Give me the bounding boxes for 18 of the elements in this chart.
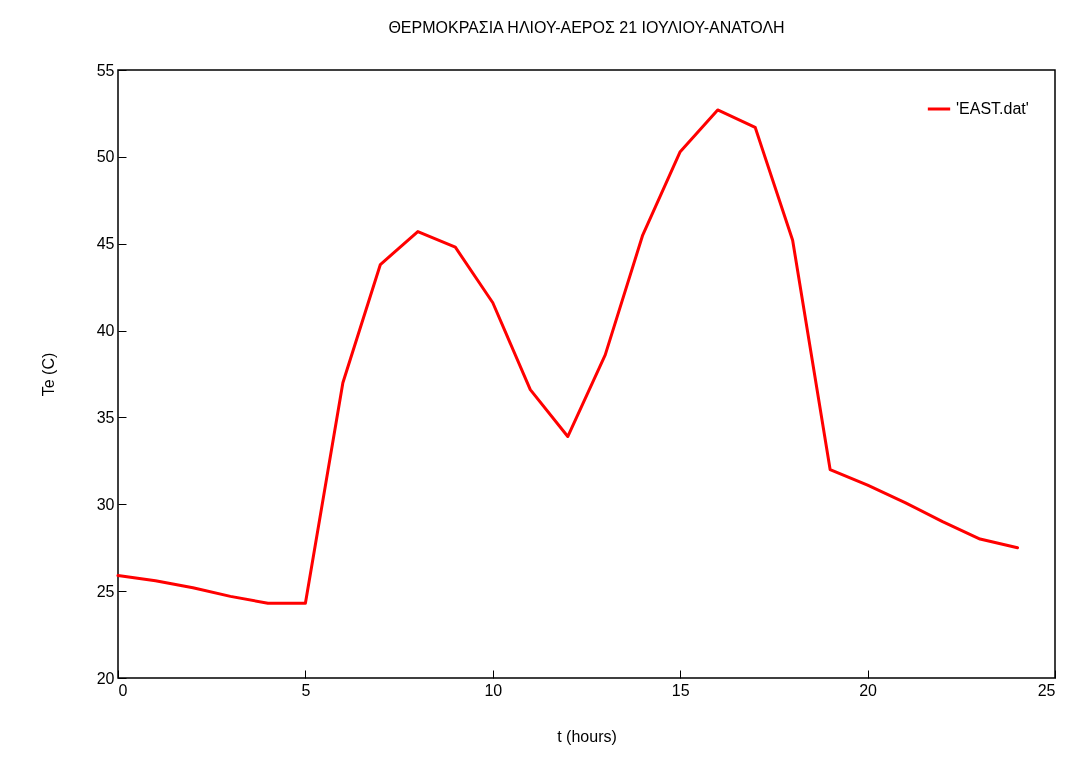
y-tick-label: 45: [96, 235, 115, 253]
y-tick-label: 35: [96, 408, 115, 426]
y-axis-title: Te (C): [39, 352, 57, 397]
y-tick-label: 30: [96, 495, 115, 513]
x-axis-title: t (hours): [557, 727, 617, 745]
y-tick-label: 55: [96, 61, 115, 79]
x-tick-label: 10: [484, 681, 503, 699]
x-tick-label: 0: [118, 681, 128, 699]
y-tick-label: 40: [96, 322, 115, 340]
legend-label: 'EAST.dat': [956, 100, 1029, 117]
x-tick-label: 20: [859, 681, 878, 699]
y-tick-label: 50: [96, 148, 115, 166]
x-tick-label: 5: [301, 681, 311, 699]
chart-title: ΘΕΡΜΟΚΡΑΣΙΑ ΗΛΙΟΥ-ΑΕΡΟΣ 21 ΙΟΥΛΙΟΥ-ΑΝΑΤΟΛΗ: [388, 19, 785, 36]
y-tick-label: 20: [96, 669, 115, 687]
x-tick-label: 15: [671, 681, 690, 699]
x-tick-label: 25: [1037, 681, 1056, 699]
y-tick-label: 25: [96, 582, 115, 600]
